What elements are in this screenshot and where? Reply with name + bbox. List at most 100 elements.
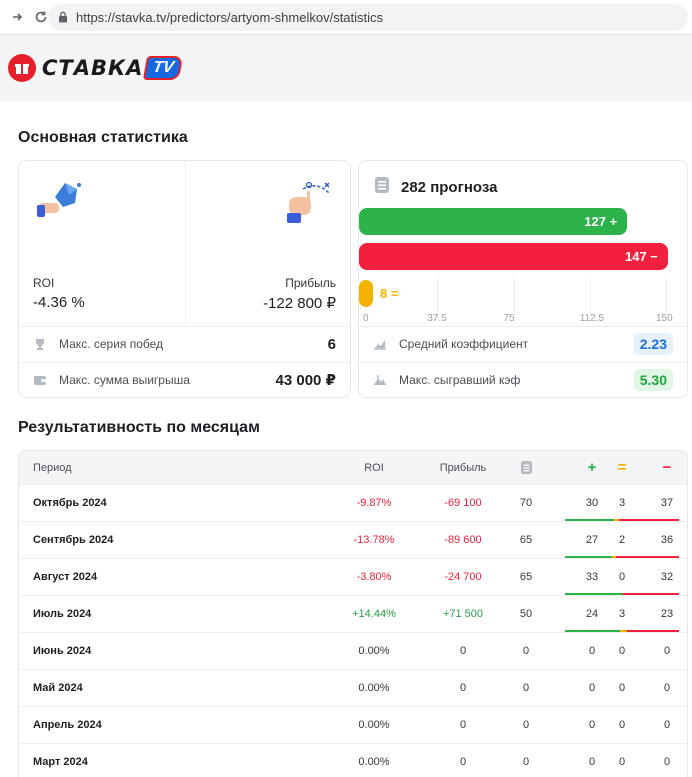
target-illustration-icon: [35, 179, 87, 228]
win-cell: 0: [588, 645, 596, 657]
wallet-icon: [33, 373, 49, 387]
gift-icon: [8, 54, 36, 82]
list-icon: [511, 451, 541, 484]
axis-tick-label: 75: [503, 313, 515, 324]
win-cell: 0: [588, 682, 596, 694]
period-cell: Сентябрь 2024: [33, 534, 114, 546]
row-divider: [359, 326, 687, 327]
max-odds-badge: 5.30: [633, 369, 673, 391]
loss-segment: [626, 630, 679, 632]
card-divider: [185, 161, 186, 326]
forecasts-title: 282 прогноза: [401, 179, 498, 196]
draw-cell: 2: [618, 534, 626, 546]
draw-cell: 0: [618, 571, 626, 583]
draw-cell: 0: [618, 645, 626, 657]
stat-label: Макс. сыгравший кэф: [399, 373, 521, 387]
bar-label: 8 =: [380, 286, 399, 301]
roi-cell: -9.87%: [356, 497, 392, 509]
result-progress-bar: [565, 593, 679, 595]
monthly-title: Результативность по месяцам: [18, 419, 260, 436]
stat-value: 43 000 ₽: [275, 372, 336, 389]
total-cell: 0: [522, 645, 530, 657]
table-row: Июль 2024 +14.44% +71 500 50 24 3 23: [19, 595, 687, 632]
win-segment: [565, 593, 623, 595]
max-win-amount-row: Макс. сумма выигрыша 43 000 ₽: [19, 362, 350, 398]
win-cell: 24: [585, 608, 599, 620]
draw-segment: [619, 630, 627, 632]
total-cell: 50: [519, 608, 533, 620]
loss-cell: 37: [660, 497, 674, 509]
address-bar[interactable]: https://stavka.tv/predictors/artyom-shme…: [48, 3, 688, 31]
period-cell: Июнь 2024: [33, 645, 92, 657]
forecast-bar-draw: 8 =: [359, 280, 398, 307]
col-profit: Прибыль: [439, 461, 487, 474]
loss-cell: 0: [663, 645, 671, 657]
forecast-bar-win: 127 +: [359, 208, 628, 235]
roi-cell: -3.80%: [356, 571, 392, 583]
loss-cell: 23: [660, 608, 674, 620]
lock-icon: [59, 11, 67, 23]
gridline: [666, 276, 667, 318]
win-cell: 33: [585, 571, 599, 583]
period-cell: Июль 2024: [33, 608, 92, 620]
total-cell: 65: [519, 571, 533, 583]
profit-cell: 0: [459, 645, 467, 657]
trophy-icon: [33, 337, 49, 351]
mountain-icon: [373, 373, 389, 387]
page-content: Основная статистика ROI -4.36 %: [0, 101, 692, 777]
reload-icon[interactable]: [30, 6, 52, 28]
table-row: Март 2024 0.00% 0 0 0 0 0: [19, 743, 687, 777]
roi-cell: -13.78%: [353, 534, 395, 546]
period-cell: Апрель 2024: [33, 719, 102, 731]
draw-cell: 3: [618, 497, 626, 509]
avg-odds-badge: 2.23: [633, 333, 673, 355]
win-segment: [565, 630, 620, 632]
col-loss: −: [662, 459, 672, 476]
roi-cell: 0.00%: [358, 719, 390, 731]
forecasts-card: 282 прогноза 127 + 147 − 8 = 0 37.5 75 112.5 15…: [358, 160, 688, 398]
forecast-bar-chart: 127 + 147 − 8 = 0 37.5 75 112.5 150: [359, 206, 689, 326]
draw-cell: 3: [618, 608, 626, 620]
col-roi: ROI: [364, 461, 384, 474]
total-cell: 0: [522, 682, 530, 694]
total-cell: 0: [522, 719, 530, 731]
col-win: +: [587, 459, 597, 476]
draw-cell: 0: [618, 719, 626, 731]
site-header: СТАВКА TV: [0, 36, 692, 100]
profit-cell: 0: [459, 682, 467, 694]
table-row: Август 2024 -3.80% -24 700 65 33 0 32: [19, 558, 687, 595]
monthly-table: Период ROI Прибыль + = − Октябрь 2024 -9.…: [18, 450, 688, 777]
gridline: [513, 276, 515, 318]
table-row: Сентябрь 2024 -13.78% -89 600 65 27 2 36: [19, 521, 687, 558]
max-odds-row: Макс. сыгравший кэф 5.30: [359, 362, 687, 398]
draw-cell: 0: [618, 756, 626, 768]
forward-icon[interactable]: [6, 6, 28, 28]
loss-segment: [615, 556, 679, 558]
loss-cell: 0: [663, 756, 671, 768]
url-text: https://stavka.tv/predictors/artyom-shme…: [76, 9, 384, 25]
win-cell: 30: [585, 497, 599, 509]
forecast-bar-loss: 147 −: [359, 243, 668, 270]
profit-cell: -89 600: [444, 534, 482, 546]
table-row: Май 2024 0.00% 0 0 0 0 0: [19, 669, 687, 706]
stat-value: 6: [327, 335, 336, 353]
period-cell: Октябрь 2024: [33, 497, 107, 509]
strategy-hand-icon: [281, 179, 337, 232]
chart-icon: [373, 337, 389, 351]
table-row: Июнь 2024 0.00% 0 0 0 0 0: [19, 632, 687, 669]
roi-cell: 0.00%: [358, 756, 390, 768]
period-cell: Март 2024: [33, 756, 88, 768]
result-progress-bar: [565, 519, 679, 521]
forecasts-header: 282 прогноза: [375, 177, 497, 198]
site-logo[interactable]: СТАВКА TV: [8, 54, 184, 82]
roi-label: ROI: [33, 276, 55, 290]
stat-label: Макс. серия побед: [59, 337, 164, 351]
total-cell: 65: [519, 534, 533, 546]
gridline: [589, 276, 591, 318]
row-divider: [19, 326, 350, 327]
profit-cell: 0: [459, 719, 467, 731]
stat-label: Средний коэффициент: [399, 337, 529, 351]
loss-cell: 0: [663, 682, 671, 694]
profit-value: -122 800 ₽: [263, 295, 336, 312]
col-period: Период: [33, 461, 72, 474]
